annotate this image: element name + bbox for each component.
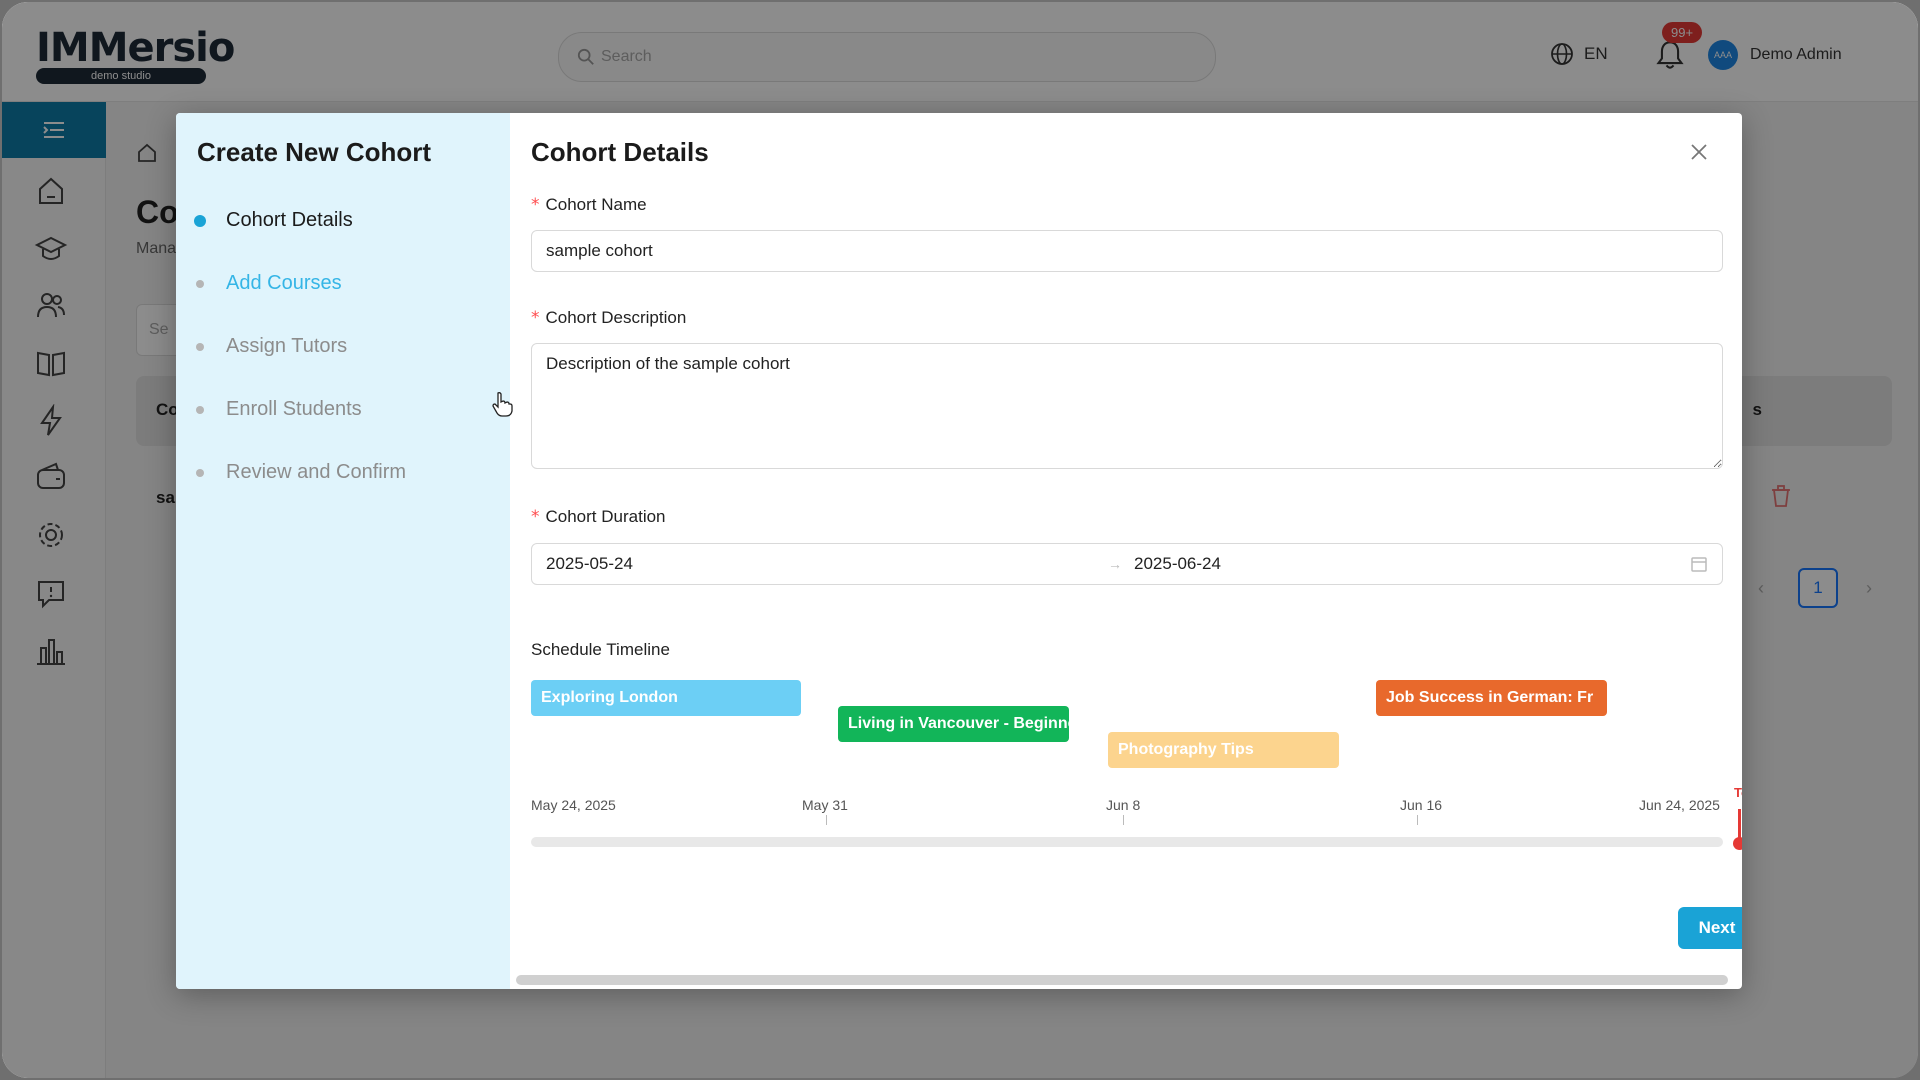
steps-panel: Create New Cohort Cohort Details Add Cou… xyxy=(176,113,513,989)
pagination-page-button[interactable]: 1 xyxy=(1798,568,1838,608)
range-arrow-icon: → xyxy=(1108,556,1122,572)
step-assign-tutors[interactable]: Assign Tutors xyxy=(196,335,347,358)
graduation-cap-icon[interactable] xyxy=(34,232,68,266)
globe-icon xyxy=(1551,43,1573,65)
app-logo[interactable]: IMMersio demo studio xyxy=(36,25,235,84)
step-label: Enroll Students xyxy=(226,398,362,420)
step-label: Add Courses xyxy=(226,272,342,294)
sidebar xyxy=(2,102,106,1078)
menu-icon xyxy=(43,122,64,138)
calendar-icon xyxy=(1691,557,1707,572)
step-indicator xyxy=(196,342,204,351)
hand-pointer-cursor-icon xyxy=(492,392,513,417)
step-indicator xyxy=(196,468,204,477)
bar-chart-icon[interactable] xyxy=(34,634,68,668)
wallet-icon[interactable] xyxy=(34,460,68,494)
avatar: AAA xyxy=(1708,40,1738,70)
cohort-name-label: * Cohort Name xyxy=(531,195,647,215)
language-label: EN xyxy=(1584,44,1608,63)
top-bar: IMMersio demo studio Search EN 99+ AAA D… xyxy=(2,2,1918,102)
search-placeholder: Search xyxy=(601,48,652,65)
table-header-cell: Co xyxy=(156,400,179,419)
step-label: Cohort Details xyxy=(226,209,353,231)
timeline-tick-label: May 31 xyxy=(802,797,848,813)
modal-title: Create New Cohort xyxy=(197,137,432,167)
timeline-bar-photography-tips[interactable]: Photography Tips xyxy=(1108,732,1339,768)
today-marker xyxy=(1738,809,1741,845)
schedule-timeline-label: Schedule Timeline xyxy=(531,640,670,659)
step-indicator xyxy=(196,405,204,414)
step-label: Assign Tutors xyxy=(226,335,348,357)
help-chat-icon[interactable] xyxy=(34,576,68,610)
search-icon xyxy=(577,48,594,65)
notification-bell-icon[interactable] xyxy=(1656,40,1684,70)
home-icon[interactable] xyxy=(34,174,68,208)
cohort-details-form: Cohort Details *Cohort Name *Cohort Desc… xyxy=(510,113,1742,989)
step-cohort-details[interactable]: Cohort Details xyxy=(194,209,353,232)
logo-subtitle: demo studio xyxy=(36,68,206,84)
lightning-icon[interactable] xyxy=(34,404,68,438)
step-indicator xyxy=(194,214,206,227)
timeline-tick xyxy=(1417,815,1418,825)
end-date-input[interactable]: 2025-06-24 xyxy=(1134,554,1221,573)
user-name: Demo Admin xyxy=(1750,46,1842,63)
step-indicator xyxy=(196,279,204,288)
form-title: Cohort Details xyxy=(531,137,709,167)
today-label: Today xyxy=(1734,785,1742,800)
create-cohort-modal: Create New Cohort Cohort Details Add Cou… xyxy=(176,113,1742,989)
step-enroll-students[interactable]: Enroll Students xyxy=(196,398,362,421)
global-search-input[interactable]: Search xyxy=(558,32,1216,82)
timeline-tick-label: May 24, 2025 xyxy=(531,797,616,813)
timeline-bar-exploring-london[interactable]: Exploring London xyxy=(531,680,801,716)
step-review-confirm[interactable]: Review and Confirm xyxy=(196,461,406,484)
timeline-tick-label: Jun 24, 2025 xyxy=(1639,797,1720,813)
today-marker-dot xyxy=(1733,837,1742,850)
language-switcher[interactable]: EN xyxy=(1550,42,1608,66)
timeline-tick-label: Jun 16 xyxy=(1400,797,1443,813)
page-subtitle: Mana xyxy=(136,240,177,257)
table-header-cell: s xyxy=(1752,400,1762,419)
cohort-description-label: * Cohort Description xyxy=(531,308,687,328)
start-date-input[interactable]: 2025-05-24 xyxy=(546,554,633,573)
close-icon xyxy=(1691,144,1707,160)
step-add-courses[interactable]: Add Courses xyxy=(196,272,342,295)
timeline-axis xyxy=(531,837,1723,847)
pagination-prev-button[interactable]: ‹ xyxy=(1758,578,1764,598)
timeline-bar-living-in-vancouver[interactable]: Living in Vancouver - Beginner xyxy=(838,706,1069,742)
timeline-bar-job-success-german[interactable]: Job Success in German: Fr xyxy=(1376,680,1607,716)
delete-icon[interactable] xyxy=(1770,484,1792,508)
page-title: Co xyxy=(136,194,179,230)
notification-badge: 99+ xyxy=(1662,22,1703,43)
step-label: Review and Confirm xyxy=(226,461,407,483)
horizontal-scrollbar[interactable] xyxy=(516,975,1728,985)
timeline-tick xyxy=(826,815,827,825)
gear-icon[interactable] xyxy=(34,518,68,552)
cohort-duration-label: * Cohort Duration xyxy=(531,507,666,527)
cohort-duration-range-picker[interactable]: 2025-05-24 → 2025-06-24 xyxy=(531,543,1723,585)
close-button[interactable] xyxy=(1684,137,1714,167)
book-icon[interactable] xyxy=(34,346,68,380)
user-menu[interactable]: AAA Demo Admin xyxy=(1708,40,1842,70)
sidebar-toggle-button[interactable] xyxy=(2,102,106,158)
pagination-next-button[interactable]: › xyxy=(1866,578,1872,598)
logo-wordmark: IMMersio xyxy=(36,25,235,71)
table-row[interactable]: sa xyxy=(156,488,175,507)
cohort-description-textarea[interactable]: Description of the sample cohort xyxy=(531,343,1723,469)
next-button[interactable]: Next xyxy=(1678,907,1742,949)
breadcrumb-home-icon[interactable] xyxy=(136,142,158,164)
timeline-tick-label: Jun 8 xyxy=(1106,797,1141,813)
cohort-name-input[interactable] xyxy=(531,230,1723,272)
timeline-tick xyxy=(1123,815,1124,825)
users-icon[interactable] xyxy=(34,288,68,322)
